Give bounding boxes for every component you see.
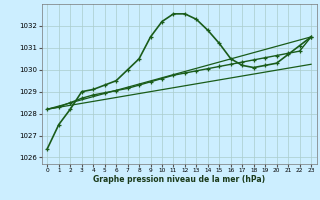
X-axis label: Graphe pression niveau de la mer (hPa): Graphe pression niveau de la mer (hPa) xyxy=(93,175,265,184)
